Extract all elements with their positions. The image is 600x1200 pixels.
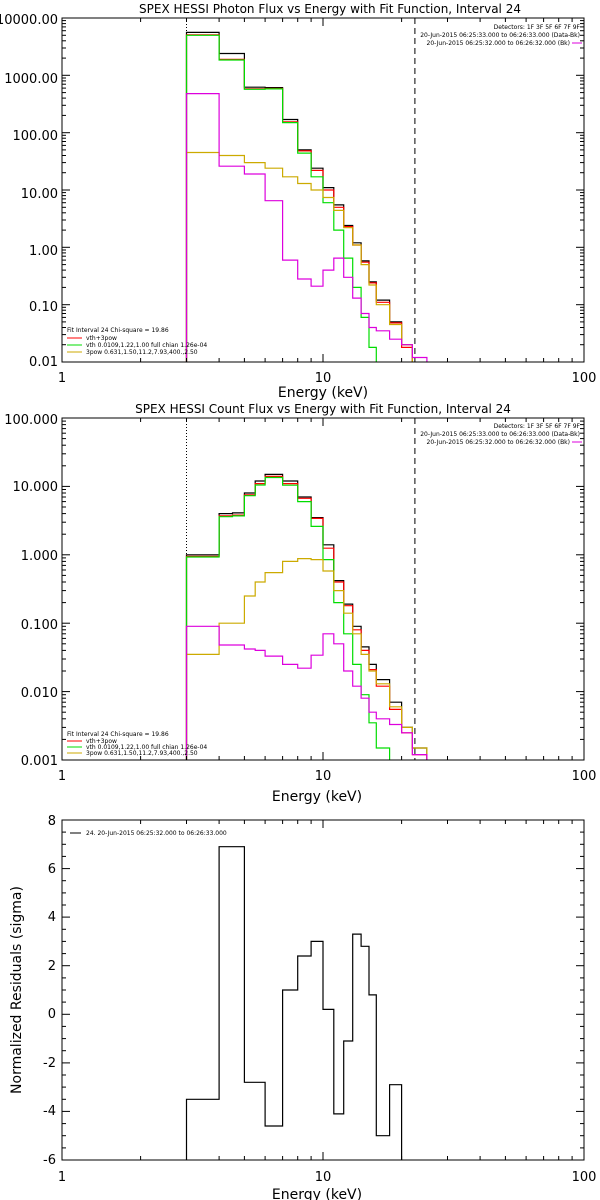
plot-area — [61, 18, 585, 363]
series-line-vth-3pow — [185, 475, 428, 760]
y-tick-label: 100.000 — [4, 413, 58, 428]
series-line-data-bk — [185, 31, 413, 362]
legend-label: vth 0.0109,1.22,1.00 full chian 1.26e-04 — [86, 744, 207, 751]
y-tick-label: 100.00 — [13, 129, 59, 144]
y-tick-label: 4 — [48, 910, 56, 925]
fit-legend: Fit Interval 24 Chi-square = 19.86 vth+3… — [67, 327, 207, 356]
x-tick-label: 1 — [58, 371, 66, 386]
plot-frame — [61, 417, 585, 761]
y-tick-label: 10000.00 — [0, 13, 58, 28]
x-axis-ticks — [61, 18, 585, 362]
y-tick-label: -2 — [43, 1056, 56, 1071]
header-info: Detectors: 1F 3F 5F 6F 7F 9F 20-Jun-2015… — [420, 423, 582, 446]
fit-info-text: Fit Interval 24 Chi-square = 19.86 — [67, 731, 169, 738]
y-tick-label: 2 — [48, 959, 56, 974]
x-tick-label: 100 — [572, 1170, 597, 1185]
background-interval-text: 20-Jun-2015 06:25:32.000 to 06:26:32.000… — [427, 439, 570, 446]
detectors-text: Detectors: 1F 3F 5F 6F 7F 9F — [494, 24, 581, 31]
series-line-bk — [185, 93, 428, 362]
y-tick-label: -6 — [43, 1153, 56, 1168]
x-axis-label: Energy (keV) — [272, 789, 362, 805]
y-tick-label: 0.100 — [21, 618, 58, 633]
y-tick-label: 1000.00 — [4, 72, 58, 87]
y-tick-label: 10.00 — [21, 187, 58, 202]
y-tick-label: -4 — [43, 1104, 56, 1119]
header-info: Detectors: 1F 3F 5F 6F 7F 9F 20-Jun-2015… — [420, 24, 582, 47]
y-tick-label: 1.00 — [29, 244, 58, 259]
series-line-vth-3pow — [185, 34, 413, 362]
x-tick-label: 100 — [572, 769, 597, 784]
legend-label: vth+3pow — [86, 335, 117, 342]
fit-legend: Fit Interval 24 Chi-square = 19.86 vth+3… — [67, 731, 207, 757]
x-tick-label: 10 — [315, 769, 332, 784]
series-line-3pow — [185, 151, 413, 362]
plot-area — [61, 819, 585, 1161]
x-tick-label: 10 — [315, 1170, 332, 1185]
y-tick-label: 0.010 — [21, 686, 58, 701]
y-axis-label: Normalized Residuals (sigma) — [9, 886, 25, 1094]
series-line-3pow — [185, 558, 428, 760]
y-tick-label: 10.000 — [13, 480, 59, 495]
photon-flux-panel: SPEX HESSI Photon Flux vs Energy with Fi… — [0, 2, 597, 401]
series-line-residuals — [185, 846, 403, 1160]
x-axis-label: Energy (keV) — [272, 1187, 362, 1200]
legend-label: vth 0.0109,1.22,1.00 full chian 1.26e-04 — [86, 342, 207, 349]
legend-label: vth+3pow — [86, 738, 117, 745]
chart-title: SPEX HESSI Count Flux vs Energy with Fit… — [135, 402, 511, 416]
data-interval-text: 20-Jun-2015 06:25:33.000 to 06:26:33.000… — [420, 32, 580, 39]
series-line-bk — [185, 625, 428, 760]
y-tick-label: 8 — [48, 814, 56, 829]
detectors-text: Detectors: 1F 3F 5F 6F 7F 9F — [494, 423, 581, 430]
x-tick-label: 1 — [58, 1170, 66, 1185]
plot-frame — [61, 819, 585, 1161]
background-interval-text: 20-Jun-2015 06:25:32.000 to 06:26:32.000… — [427, 40, 570, 47]
x-tick-label: 100 — [572, 371, 597, 386]
series-line-vth — [185, 34, 377, 362]
legend-label: 3pow 0.631,1.50,11.2,7.93,400.,2.50 — [86, 349, 198, 356]
x-axis-ticks — [61, 418, 585, 760]
y-tick-label: 0.01 — [29, 355, 58, 370]
x-tick-label: 1 — [58, 769, 66, 784]
y-tick-label: 0.10 — [29, 300, 58, 315]
y-tick-label: 6 — [48, 862, 56, 877]
legend-label: 24. 20-Jun-2015 06:25:32.000 to 06:26:33… — [86, 830, 227, 837]
y-tick-label: 1.000 — [21, 549, 58, 564]
x-axis-label: Energy (keV) — [278, 385, 368, 401]
residual-legend: 24. 20-Jun-2015 06:25:32.000 to 06:26:33… — [70, 830, 227, 837]
chart-title: SPEX HESSI Photon Flux vs Energy with Fi… — [139, 2, 521, 16]
data-interval-text: 20-Jun-2015 06:25:33.000 to 06:26:33.000… — [420, 431, 580, 438]
y-tick-label: 0.001 — [21, 754, 58, 769]
fit-info-text: Fit Interval 24 Chi-square = 19.86 — [67, 327, 169, 334]
y-tick-label: 0 — [48, 1007, 56, 1022]
series-line-data-bk — [185, 473, 428, 760]
y-axis-ticks — [62, 420, 584, 761]
legend-label: 3pow 0.631,1.50,11.2,7.93,400.,2.50 — [86, 750, 198, 757]
y-axis-ticks — [62, 20, 584, 363]
count-flux-panel: SPEX HESSI Count Flux vs Energy with Fit… — [4, 402, 597, 805]
residuals-panel: 1 10 100 -6 -4 -2 0 2 4 6 8 Energy (keV)… — [9, 814, 596, 1200]
plot-frame — [61, 17, 585, 363]
x-tick-label: 10 — [315, 371, 332, 386]
series-line-vth — [185, 476, 391, 760]
